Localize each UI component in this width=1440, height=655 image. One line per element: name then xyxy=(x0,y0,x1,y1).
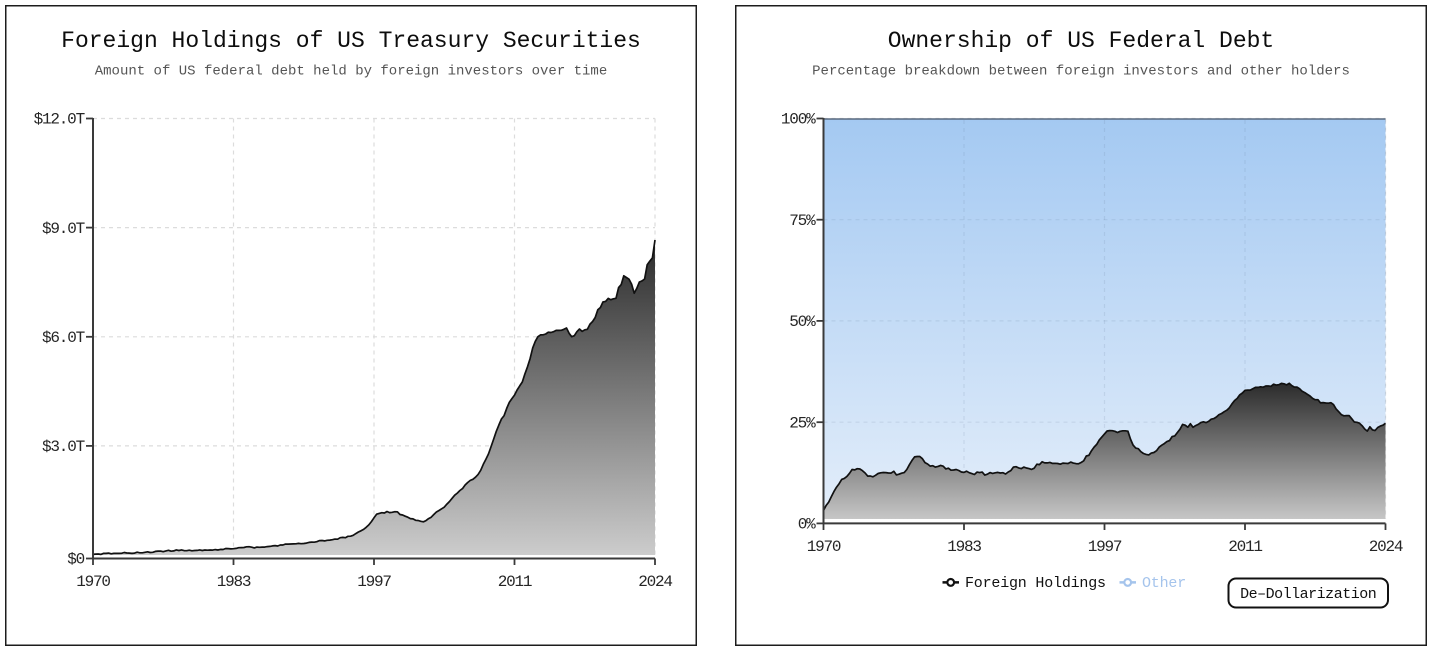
svg-text:De–Dollarization: De–Dollarization xyxy=(1240,586,1376,603)
svg-text:Foreign Holdings of US Treasur: Foreign Holdings of US Treasury Securiti… xyxy=(61,28,641,54)
svg-text:1970: 1970 xyxy=(807,538,841,556)
svg-text:1983: 1983 xyxy=(217,573,251,591)
svg-text:0%: 0% xyxy=(798,516,816,534)
svg-text:1983: 1983 xyxy=(947,538,981,556)
svg-text:100%: 100% xyxy=(781,111,816,129)
svg-text:Foreign Holdings: Foreign Holdings xyxy=(965,575,1106,592)
svg-text:75%: 75% xyxy=(789,212,816,230)
svg-text:$6.0T: $6.0T xyxy=(42,329,85,347)
svg-text:2024: 2024 xyxy=(1369,538,1403,556)
svg-text:$3.0T: $3.0T xyxy=(42,438,85,456)
svg-text:Amount of US federal debt held: Amount of US federal debt held by foreig… xyxy=(95,64,607,80)
svg-text:1997: 1997 xyxy=(1088,538,1122,556)
svg-text:2011: 2011 xyxy=(498,573,532,591)
svg-text:50%: 50% xyxy=(789,313,816,331)
svg-text:Other: Other xyxy=(1142,575,1186,592)
svg-text:1997: 1997 xyxy=(357,573,391,591)
svg-text:25%: 25% xyxy=(789,414,816,432)
svg-text:$9.0T: $9.0T xyxy=(42,220,85,238)
svg-text:$12.0T: $12.0T xyxy=(34,111,85,129)
svg-text:2024: 2024 xyxy=(638,573,672,591)
svg-text:1970: 1970 xyxy=(76,573,110,591)
svg-text:2011: 2011 xyxy=(1228,538,1262,556)
svg-text:Percentage breakdown between f: Percentage breakdown between foreign inv… xyxy=(812,64,1350,80)
svg-text:Ownership of US Federal Debt: Ownership of US Federal Debt xyxy=(888,28,1274,54)
svg-text:$0: $0 xyxy=(67,551,84,569)
